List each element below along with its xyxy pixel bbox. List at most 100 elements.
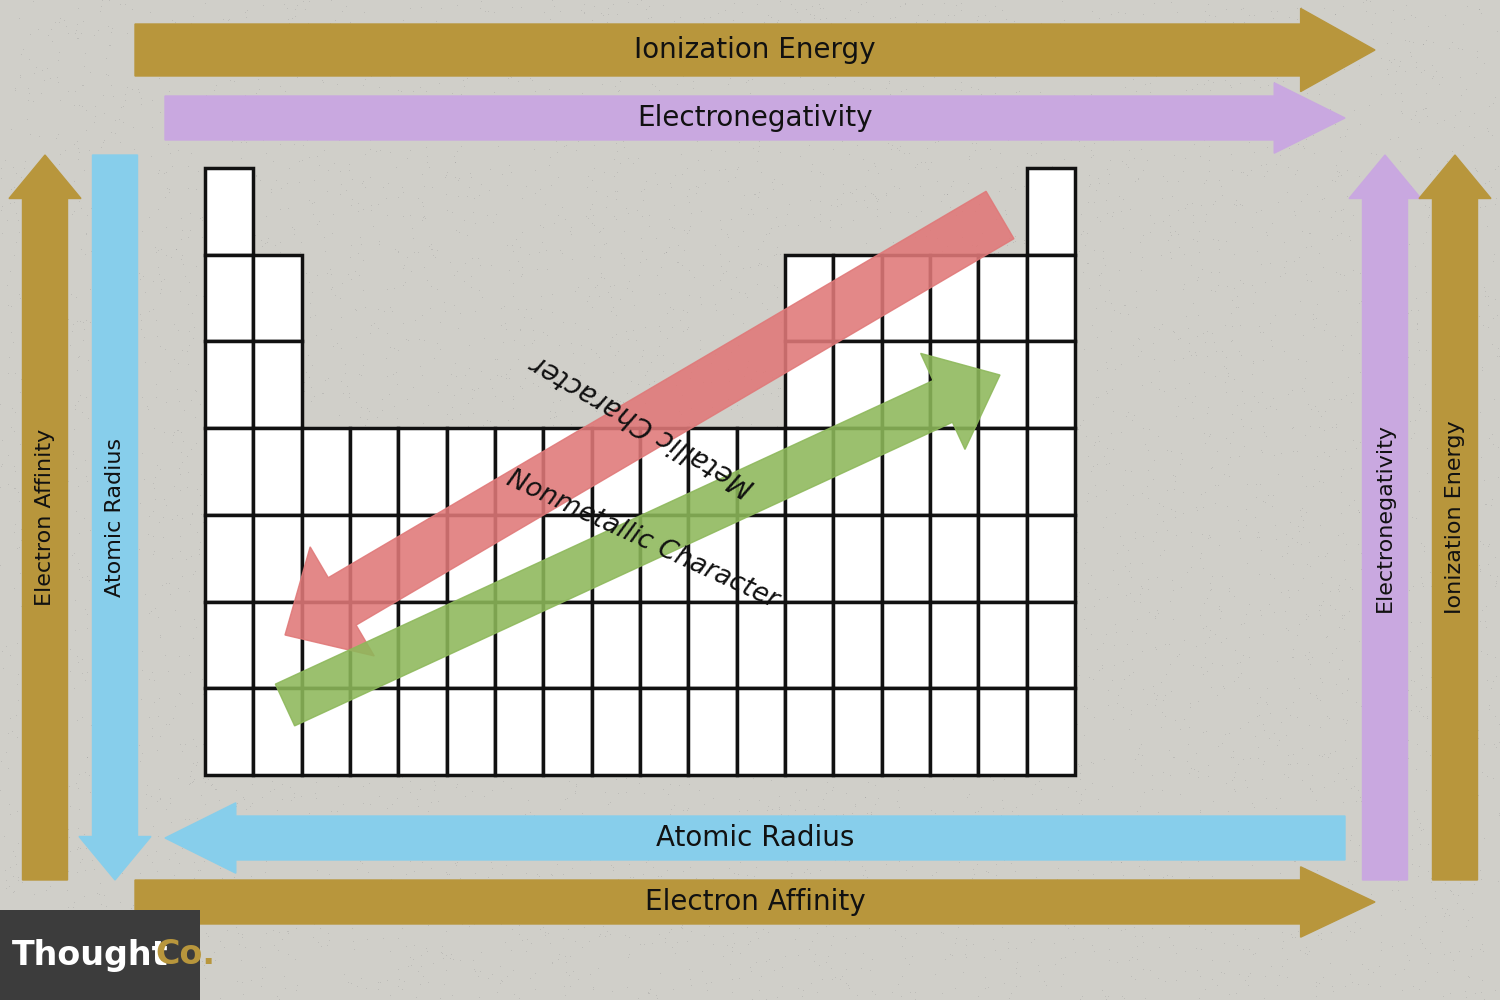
Point	[358, 796, 382, 812]
Bar	[1026, 515, 1075, 602]
Point	[531, 219, 555, 235]
Point	[1407, 342, 1431, 358]
Point	[1452, 174, 1476, 190]
Point	[1380, 722, 1404, 738]
Point	[777, 832, 801, 848]
Point	[458, 918, 482, 934]
Point	[558, 223, 582, 239]
Point	[1354, 621, 1378, 637]
Point	[696, 876, 720, 892]
Point	[678, 370, 702, 386]
Point	[60, 947, 84, 963]
Point	[96, 854, 120, 870]
Point	[558, 226, 582, 242]
Point	[254, 357, 278, 373]
Point	[992, 771, 1016, 787]
Point	[1418, 945, 1442, 961]
Point	[224, 761, 248, 777]
Point	[496, 262, 520, 278]
Point	[148, 285, 172, 301]
Point	[222, 73, 246, 89]
Point	[1413, 908, 1437, 924]
Point	[1101, 132, 1125, 148]
Point	[768, 246, 792, 262]
Point	[682, 534, 706, 550]
Point	[944, 930, 968, 946]
Point	[812, 281, 836, 297]
Point	[988, 399, 1012, 415]
Point	[950, 229, 974, 245]
Point	[1150, 782, 1174, 798]
Point	[728, 877, 752, 893]
Point	[1101, 441, 1125, 457]
Point	[1278, 9, 1302, 25]
Point	[498, 361, 522, 377]
Point	[60, 323, 84, 339]
Point	[636, 218, 660, 234]
Point	[1282, 203, 1306, 219]
Point	[364, 670, 388, 686]
Point	[42, 806, 66, 822]
Point	[891, 264, 915, 280]
Point	[668, 809, 692, 825]
Point	[176, 296, 200, 312]
Point	[231, 986, 255, 1000]
Point	[378, 123, 402, 139]
Point	[1185, 272, 1209, 288]
Point	[13, 795, 38, 811]
Point	[630, 408, 654, 424]
Point	[410, 194, 434, 210]
Point	[1346, 976, 1370, 992]
Point	[1443, 163, 1467, 179]
Point	[350, 236, 374, 252]
Point	[507, 491, 531, 507]
Point	[754, 301, 778, 317]
Point	[1089, 25, 1113, 41]
Point	[404, 90, 427, 106]
Point	[0, 557, 12, 573]
Point	[507, 899, 531, 915]
Point	[670, 920, 694, 936]
Point	[240, 298, 264, 314]
Point	[1044, 413, 1068, 429]
Point	[332, 488, 356, 504]
Point	[1256, 29, 1280, 45]
Point	[1269, 548, 1293, 564]
Point	[1032, 418, 1056, 434]
Point	[75, 207, 99, 223]
Point	[1128, 757, 1152, 773]
Point	[1394, 555, 1417, 571]
Point	[1125, 951, 1149, 967]
Point	[1068, 226, 1092, 242]
Point	[375, 368, 399, 384]
Point	[351, 173, 375, 189]
Point	[1172, 711, 1196, 727]
Point	[842, 399, 866, 415]
Point	[304, 790, 328, 806]
Point	[1268, 865, 1292, 881]
Point	[1047, 291, 1071, 307]
Point	[597, 104, 621, 120]
Point	[622, 475, 646, 491]
Point	[525, 67, 549, 83]
Point	[240, 628, 264, 644]
Point	[92, 87, 116, 103]
Point	[744, 492, 768, 508]
Point	[3, 82, 27, 98]
Point	[285, 69, 309, 85]
Point	[594, 704, 618, 720]
Point	[380, 757, 404, 773]
Point	[474, 54, 498, 70]
Point	[520, 56, 544, 72]
Point	[339, 271, 363, 287]
Point	[358, 880, 382, 896]
Point	[117, 935, 141, 951]
Point	[188, 396, 211, 412]
Point	[954, 262, 978, 278]
Point	[320, 279, 344, 295]
Point	[237, 601, 261, 617]
Point	[1113, 79, 1137, 95]
Point	[1019, 147, 1042, 163]
Point	[807, 885, 831, 901]
Point	[280, 109, 304, 125]
